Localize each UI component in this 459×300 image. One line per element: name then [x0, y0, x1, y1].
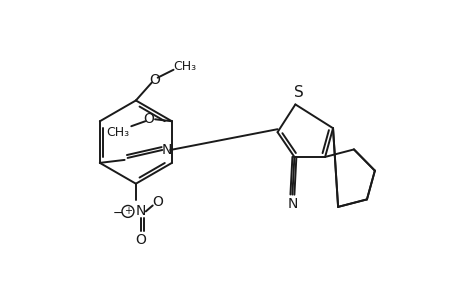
Text: O: O — [135, 233, 146, 247]
Text: O: O — [152, 194, 163, 208]
Text: N: N — [286, 196, 297, 211]
Text: CH₃: CH₃ — [173, 60, 196, 73]
Text: N: N — [162, 143, 172, 157]
Text: −: − — [112, 207, 123, 220]
Text: +: + — [123, 206, 132, 216]
Text: CH₃: CH₃ — [106, 126, 129, 139]
Text: O: O — [143, 112, 154, 126]
Text: S: S — [294, 85, 303, 100]
Text: N: N — [135, 204, 146, 218]
Text: O: O — [149, 73, 160, 87]
